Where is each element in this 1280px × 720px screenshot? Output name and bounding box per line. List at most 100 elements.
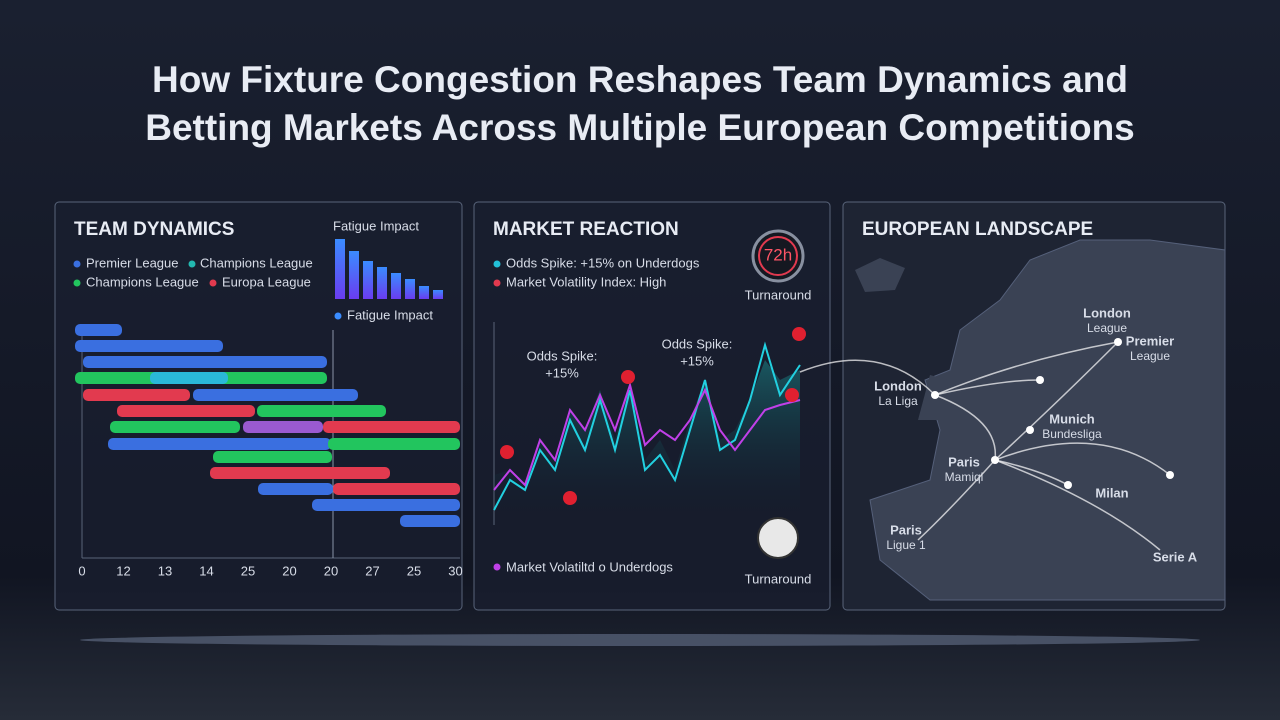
city-label: Premier bbox=[1126, 333, 1174, 348]
axis-label: 25 bbox=[241, 563, 255, 578]
city-label: Milan bbox=[1095, 485, 1128, 500]
fatigue-bar bbox=[349, 251, 359, 299]
axis-label: 25 bbox=[407, 563, 421, 578]
market-reaction: MARKET REACTION Odds Spike: +15% on Unde… bbox=[493, 219, 811, 586]
axis-label: 27 bbox=[365, 563, 379, 578]
city-label: Serie A bbox=[1153, 549, 1198, 564]
annotation: Odds Spike: bbox=[662, 336, 733, 351]
fatigue-bar bbox=[363, 261, 373, 299]
gantt-bar bbox=[108, 438, 331, 450]
axis-label: 13 bbox=[158, 563, 172, 578]
axis-label: 30 bbox=[448, 563, 462, 578]
land bbox=[869, 239, 1226, 601]
annotation: +15% bbox=[545, 365, 579, 380]
fatigue-bar bbox=[419, 286, 429, 299]
gantt-bar bbox=[323, 421, 460, 433]
gantt-bar bbox=[75, 324, 122, 336]
gantt-bar bbox=[110, 421, 240, 433]
title-line: How Fixture Congestion Reshapes Team Dyn… bbox=[152, 59, 1128, 100]
european-landscape: EUROPEAN LANDSCAPE LondonLeaguePremierLe… bbox=[799, 219, 1226, 601]
gantt-bar bbox=[83, 356, 327, 368]
gantt-bar bbox=[328, 438, 460, 450]
alert bbox=[621, 370, 635, 384]
panel-title: TEAM DYNAMICS bbox=[74, 219, 234, 240]
line bbox=[493, 341, 801, 511]
fatigue-legend: Fatigue Impact bbox=[347, 307, 433, 322]
team-dynamics: TEAM DYNAMICS Premier League Champions L… bbox=[73, 218, 463, 578]
land bbox=[855, 258, 905, 292]
city-label: Mamiql bbox=[945, 470, 984, 484]
axis-label: 12 bbox=[116, 563, 130, 578]
gantt-bar bbox=[150, 372, 228, 384]
city-label: Paris bbox=[890, 522, 922, 537]
legend-text: Odds Spike: +15% on Underdogs bbox=[506, 255, 700, 270]
gantt-bar bbox=[213, 451, 332, 463]
city-label: League bbox=[1087, 321, 1127, 335]
nodes bbox=[931, 338, 1174, 489]
city-label: Munich bbox=[1049, 411, 1095, 426]
axis-label: 20 bbox=[324, 563, 338, 578]
timer-text: 72h bbox=[764, 245, 792, 264]
gantt-bar bbox=[243, 421, 323, 433]
alert bbox=[792, 327, 806, 341]
gantt-bar bbox=[333, 483, 460, 495]
city-label: Paris bbox=[948, 454, 980, 469]
alert bbox=[563, 491, 577, 505]
legend-text: Europa League bbox=[222, 274, 311, 289]
glow bbox=[80, 634, 1200, 646]
fatigue-title: Fatigue Impact bbox=[333, 218, 419, 233]
legend-text: Champions League bbox=[200, 255, 313, 270]
fatigue-bar bbox=[405, 279, 415, 299]
legend-dot bbox=[493, 260, 501, 268]
legend-text: Champions League bbox=[86, 274, 199, 289]
city-label: Bundesliga bbox=[1042, 427, 1102, 441]
city-label: League bbox=[1130, 349, 1170, 363]
line bbox=[493, 381, 801, 491]
legend-text: Market Volatility Index: High bbox=[506, 274, 666, 289]
footer-label: Turnaround bbox=[745, 571, 812, 586]
legend-dot bbox=[493, 279, 501, 287]
gantt-bar bbox=[312, 499, 460, 511]
city-label: London bbox=[874, 378, 922, 393]
timer bbox=[751, 229, 805, 283]
fatigue-bar bbox=[335, 239, 345, 299]
axis-label: 20 bbox=[282, 563, 296, 578]
gantt-bar bbox=[258, 483, 333, 495]
legend-dot bbox=[188, 260, 196, 268]
fatigue-bar bbox=[391, 273, 401, 299]
panel-title: EUROPEAN LANDSCAPE bbox=[862, 219, 1093, 240]
gantt-bar bbox=[193, 389, 358, 401]
gantt-bar bbox=[400, 515, 460, 527]
alert bbox=[785, 388, 799, 402]
city-label: Ligue 1 bbox=[886, 538, 926, 552]
legend-dot bbox=[334, 312, 342, 320]
annotation: Odds Spike: bbox=[527, 348, 598, 363]
ball bbox=[757, 517, 799, 559]
annotation: +15% bbox=[680, 353, 714, 368]
area bbox=[494, 360, 800, 520]
city-label: La Liga bbox=[878, 394, 918, 408]
routes bbox=[799, 341, 1171, 551]
gantt-bar bbox=[257, 405, 386, 417]
axis-label: 0 bbox=[78, 563, 85, 578]
gantt-bar bbox=[83, 389, 190, 401]
legend-dot bbox=[493, 563, 501, 571]
gantt-bar bbox=[210, 467, 390, 479]
timer-ring bbox=[758, 236, 798, 276]
fatigue-bar bbox=[433, 290, 443, 299]
legend-dot bbox=[209, 279, 217, 287]
axis-label: 14 bbox=[199, 563, 213, 578]
fatigue-bar bbox=[377, 267, 387, 299]
legend-dot bbox=[73, 260, 81, 268]
gantt-bar bbox=[75, 340, 223, 352]
legend-dot bbox=[73, 279, 81, 287]
legend-text: Premier League bbox=[86, 255, 179, 270]
alert bbox=[500, 445, 514, 459]
title-line: Betting Markets Across Multiple European… bbox=[145, 107, 1135, 148]
gantt-bar bbox=[117, 405, 255, 417]
panel-title: MARKET REACTION bbox=[493, 219, 679, 240]
timer-label: Turnaround bbox=[745, 287, 812, 302]
city-label: London bbox=[1083, 305, 1131, 320]
